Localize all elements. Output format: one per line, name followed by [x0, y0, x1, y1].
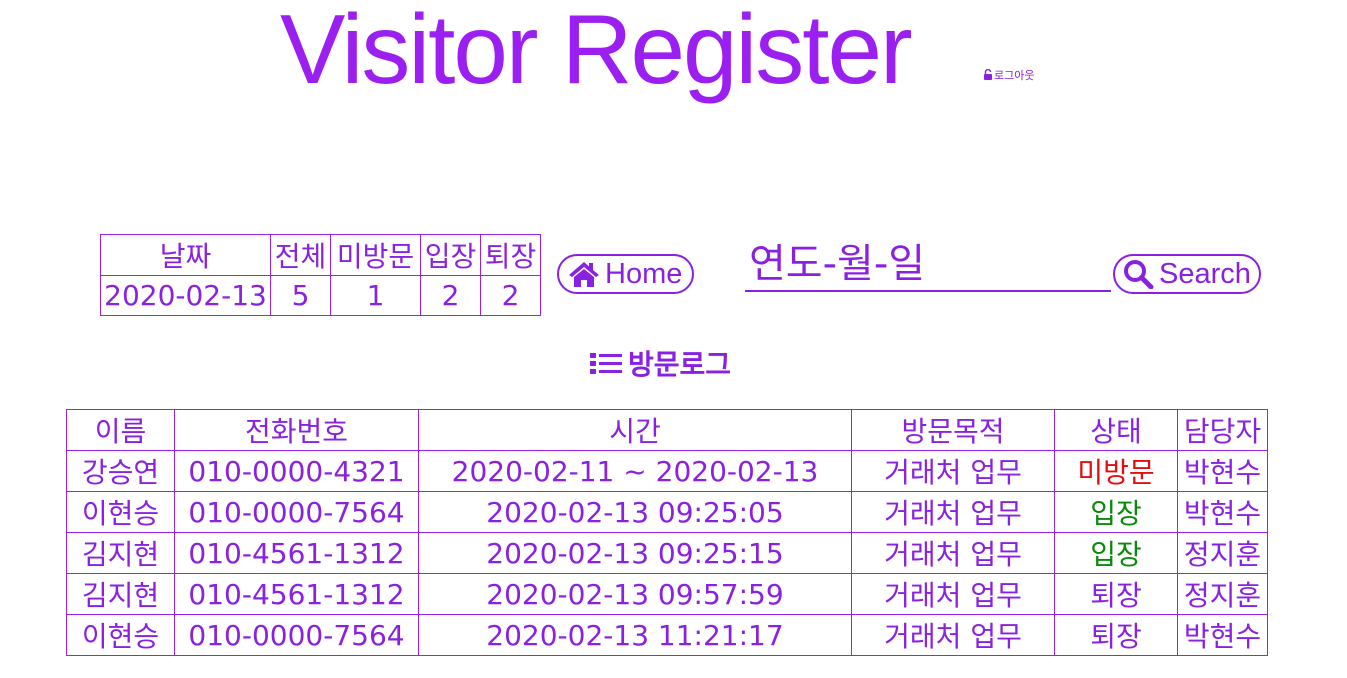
- summary-table: 날짜 전체 미방문 입장 퇴장 2020-02-13 5 1 2 2: [100, 234, 541, 316]
- visitor-name: 이현승: [66, 491, 175, 533]
- search-icon: [1124, 260, 1154, 289]
- summary-missed: 1: [330, 275, 421, 316]
- visit-status: 입장: [1054, 491, 1178, 533]
- visit-log-table: 이름 전화번호 시간 방문목적 상태 담당자 강승연 010-0000-4321…: [66, 409, 1268, 656]
- visit-status: 미방문: [1054, 450, 1178, 492]
- visit-status: 퇴장: [1054, 573, 1178, 615]
- visit-time: 2020-02-13 09:57:59: [418, 573, 852, 615]
- visitor-phone: 010-0000-4321: [174, 450, 419, 492]
- unlock-icon: [984, 68, 992, 80]
- visit-time: 2020-02-13 09:25:15: [418, 532, 852, 574]
- visit-time: 2020-02-13 11:21:17: [418, 614, 852, 656]
- visit-purpose: 거래처 업무: [851, 450, 1055, 492]
- visitor-phone: 010-0000-7564: [174, 491, 419, 533]
- search-button[interactable]: Search: [1113, 254, 1261, 294]
- summary-value-row: 2020-02-13 5 1 2 2: [100, 275, 541, 316]
- manager-name: 박현수: [1177, 450, 1268, 492]
- table-row: 이현승 010-0000-7564 2020-02-13 11:21:17 거래…: [66, 614, 1268, 656]
- log-header-time: 시간: [418, 409, 852, 451]
- table-row: 김지현 010-4561-1312 2020-02-13 09:57:59 거래…: [66, 573, 1268, 615]
- home-icon: [569, 262, 599, 287]
- home-button[interactable]: Home: [557, 254, 694, 294]
- search-label: Search: [1159, 257, 1251, 290]
- visitor-phone: 010-4561-1312: [174, 532, 419, 574]
- log-header-status: 상태: [1054, 409, 1178, 451]
- home-label: Home: [605, 257, 683, 290]
- log-header-row: 이름 전화번호 시간 방문목적 상태 담당자: [66, 409, 1268, 451]
- summary-header-total: 전체: [270, 234, 331, 276]
- summary-header-row: 날짜 전체 미방문 입장 퇴장: [100, 234, 541, 276]
- page-title: Visitor Register: [280, 0, 913, 104]
- visit-purpose: 거래처 업무: [851, 491, 1055, 533]
- visitor-name: 김지현: [66, 532, 175, 574]
- list-icon: [590, 353, 622, 374]
- visit-status: 퇴장: [1054, 614, 1178, 656]
- log-header-purpose: 방문목적: [851, 409, 1055, 451]
- summary-exited: 2: [480, 275, 541, 316]
- summary-header-missed: 미방문: [330, 234, 421, 276]
- manager-name: 정지훈: [1177, 532, 1268, 574]
- visit-time: 2020-02-13 09:25:05: [418, 491, 852, 533]
- manager-name: 박현수: [1177, 614, 1268, 656]
- visitor-name: 김지현: [66, 573, 175, 615]
- visitor-phone: 010-4561-1312: [174, 573, 419, 615]
- summary-header-date: 날짜: [100, 234, 271, 276]
- date-search-input[interactable]: [745, 238, 1111, 292]
- logout-link[interactable]: 로그아웃: [983, 67, 1034, 83]
- summary-date: 2020-02-13: [100, 275, 271, 316]
- table-row: 강승연 010-0000-4321 2020-02-11 ~ 2020-02-1…: [66, 450, 1268, 492]
- visitor-name: 이현승: [66, 614, 175, 656]
- table-row: 이현승 010-0000-7564 2020-02-13 09:25:05 거래…: [66, 491, 1268, 533]
- visit-purpose: 거래처 업무: [851, 532, 1055, 574]
- summary-entered: 2: [420, 275, 481, 316]
- manager-name: 박현수: [1177, 491, 1268, 533]
- visit-purpose: 거래처 업무: [851, 573, 1055, 615]
- table-row: 김지현 010-4561-1312 2020-02-13 09:25:15 거래…: [66, 532, 1268, 574]
- visit-status: 입장: [1054, 532, 1178, 574]
- visit-log-heading: 방문로그: [590, 343, 731, 383]
- log-header-phone: 전화번호: [174, 409, 419, 451]
- summary-header-exited: 퇴장: [480, 234, 541, 276]
- manager-name: 정지훈: [1177, 573, 1268, 615]
- visitor-phone: 010-0000-7564: [174, 614, 419, 656]
- logout-label: 로그아웃: [994, 69, 1035, 82]
- visit-time: 2020-02-11 ~ 2020-02-13: [418, 450, 852, 492]
- visit-log-title: 방문로그: [628, 348, 732, 381]
- log-header-name: 이름: [66, 409, 175, 451]
- visitor-name: 강승연: [66, 450, 175, 492]
- summary-total: 5: [270, 275, 331, 316]
- log-header-manager: 담당자: [1177, 409, 1268, 451]
- summary-header-entered: 입장: [420, 234, 481, 276]
- visit-purpose: 거래처 업무: [851, 614, 1055, 656]
